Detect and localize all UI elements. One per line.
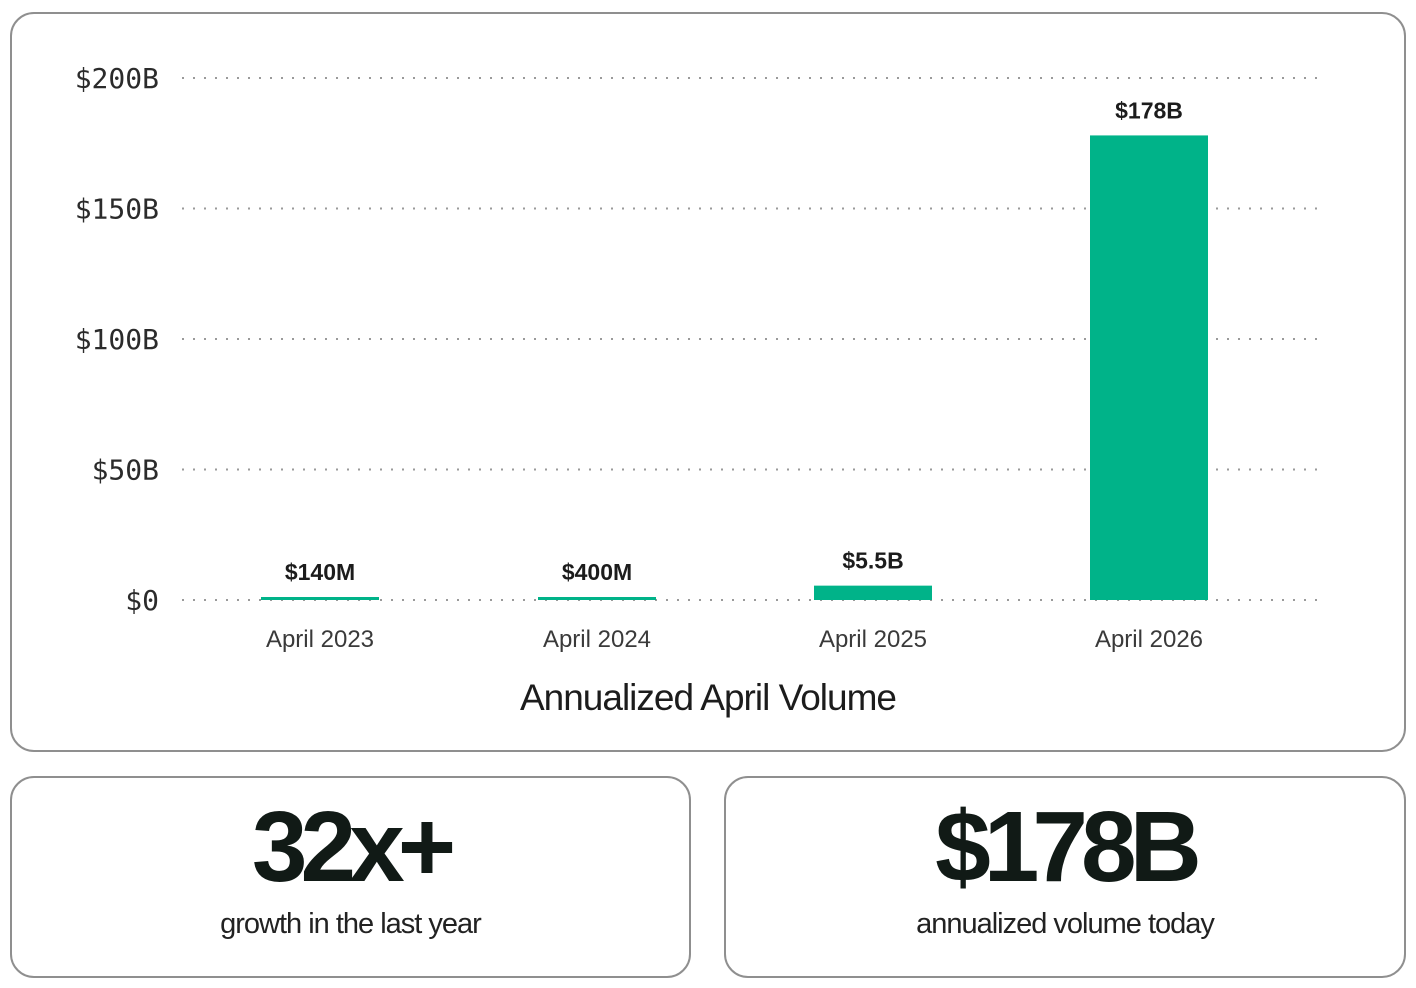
volume-stat-caption: annualized volume today: [916, 908, 1215, 940]
x-tick-label: April 2023: [266, 626, 374, 653]
x-axis-title: Annualized April Volume: [520, 677, 896, 718]
x-tick-label: April 2026: [1095, 626, 1203, 653]
bar: [538, 597, 656, 600]
volume-stat-card: $178B annualized volume today: [724, 776, 1406, 978]
data-label: $178B: [1115, 97, 1183, 123]
chart-card: $0 $50B $100B $150B $200B $140M April 2023 $400…: [10, 12, 1406, 752]
y-tick-label: $150B: [75, 193, 159, 226]
y-tick-label: $200B: [75, 62, 159, 95]
growth-stat-value: 32x+: [251, 791, 456, 903]
bar: [1090, 135, 1208, 601]
y-tick-label: $100B: [75, 323, 159, 356]
volume-stat-value: $178B: [935, 791, 1202, 903]
x-tick-label: April 2024: [543, 626, 651, 653]
data-label: $5.5B: [842, 548, 903, 574]
bar-chart: $0 $50B $100B $150B $200B $140M April 2023 $400…: [75, 62, 1326, 718]
growth-stat-caption: growth in the last year: [220, 908, 482, 940]
bar: [814, 585, 932, 600]
growth-stat-card: 32x+ growth in the last year: [10, 776, 691, 978]
y-tick-label: $0: [125, 584, 159, 617]
x-tick-label: April 2025: [819, 626, 927, 653]
y-tick-label: $50B: [92, 454, 159, 487]
data-label: $140M: [285, 559, 355, 585]
data-label: $400M: [562, 559, 632, 585]
bar: [261, 597, 379, 600]
